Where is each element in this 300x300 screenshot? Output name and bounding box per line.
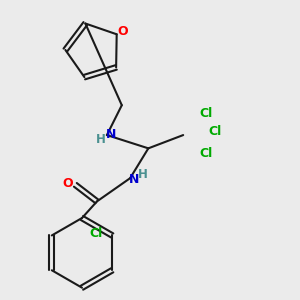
Text: O: O: [63, 177, 74, 190]
Text: N: N: [129, 173, 140, 186]
Text: N: N: [106, 128, 116, 141]
Text: Cl: Cl: [200, 147, 213, 160]
Text: Cl: Cl: [200, 107, 213, 120]
Text: O: O: [117, 25, 128, 38]
Text: H: H: [96, 133, 106, 146]
Text: Cl: Cl: [208, 125, 221, 138]
Text: Cl: Cl: [90, 227, 103, 240]
Text: H: H: [138, 168, 148, 182]
